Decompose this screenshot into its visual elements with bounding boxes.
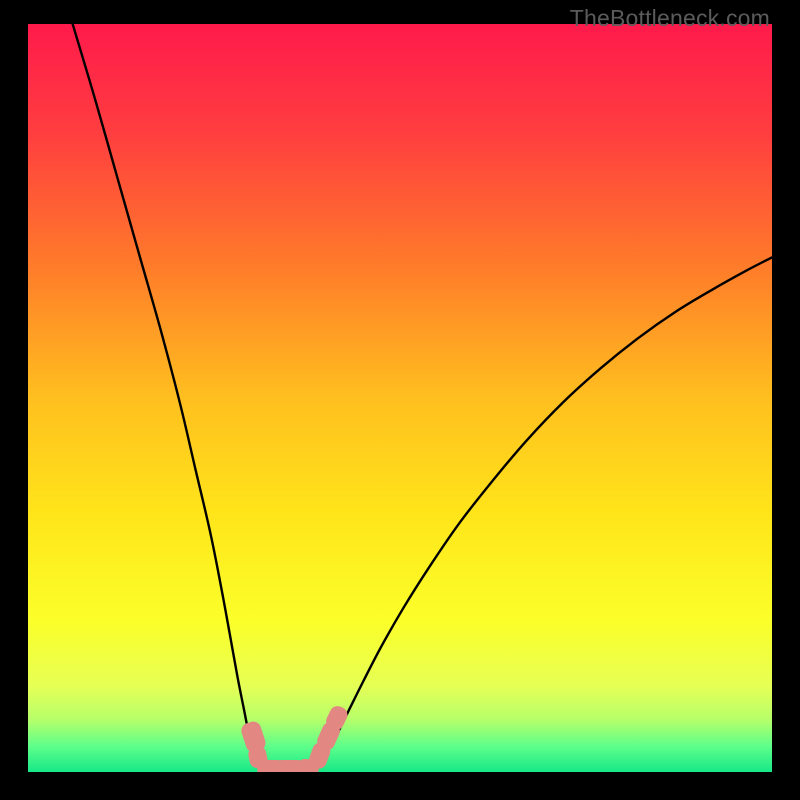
plot-area [28, 24, 772, 772]
right-curve [305, 257, 772, 769]
left-curve [73, 24, 269, 770]
watermark-text: TheBottleneck.com [570, 5, 770, 32]
valley-markers [239, 703, 350, 772]
chart-svg [28, 24, 772, 772]
chart-frame: TheBottleneck.com [0, 0, 800, 800]
